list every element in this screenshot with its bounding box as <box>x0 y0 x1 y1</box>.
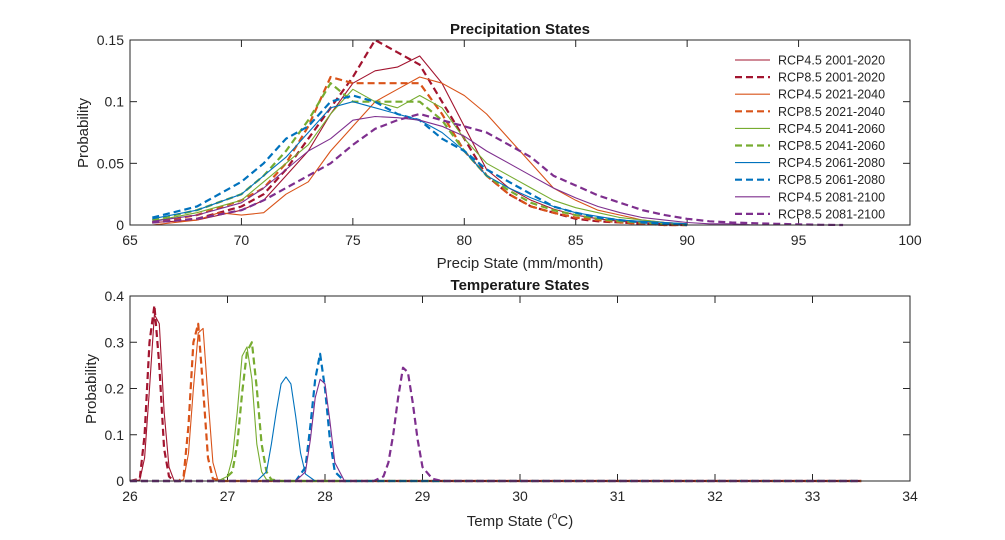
x-tick-label: 90 <box>679 232 695 248</box>
legend-label: RCP8.5 2061-2080 <box>778 173 885 187</box>
chart-title: Precipitation States <box>450 21 590 38</box>
legend-label: RCP4.5 2021-2040 <box>778 88 885 102</box>
series-line-1 <box>129 304 862 483</box>
y-tick-label: 0 <box>116 473 124 489</box>
legend-label: RCP4.5 2081-2100 <box>778 190 885 204</box>
y-tick-label: 0.05 <box>97 155 124 171</box>
series-lines <box>129 304 862 483</box>
legend-label: RCP8.5 2081-2100 <box>778 207 885 221</box>
x-tick-label: 27 <box>220 488 236 504</box>
series-line-2 <box>152 76 688 226</box>
x-tick-label: 33 <box>805 488 821 504</box>
y-tick-label: 0 <box>116 217 124 233</box>
x-tick-label: 30 <box>512 488 528 504</box>
series-line-5 <box>130 341 862 483</box>
legend-label: RCP8.5 2021-2040 <box>778 105 885 119</box>
legend-label: RCP8.5 2001-2020 <box>778 71 885 85</box>
series-lines <box>152 38 844 227</box>
plot-area <box>130 296 910 481</box>
x-tick-label: 32 <box>707 488 723 504</box>
y-tick-label: 0.3 <box>105 334 125 350</box>
x-axis-label: Temp State (oC) <box>467 511 573 530</box>
y-tick-label: 0.15 <box>97 32 124 48</box>
legend-label: RCP4.5 2041-2060 <box>778 122 885 136</box>
series-line-8 <box>130 378 862 482</box>
x-tick-label: 34 <box>902 488 918 504</box>
series-line-1 <box>152 38 688 227</box>
x-tick-label: 70 <box>234 232 250 248</box>
legend-label: RCP4.5 2001-2020 <box>778 54 885 68</box>
series-line-6 <box>152 101 688 225</box>
x-axis-label-suffix: C) <box>557 513 573 530</box>
precipitation-chart: Precipitation States Precip State (mm/mo… <box>75 21 922 272</box>
series-line-7 <box>130 352 862 483</box>
x-tick-label: 65 <box>122 232 138 248</box>
legend: RCP4.5 2001-2020 RCP8.5 2001-2020 RCP4.5 2… <box>735 54 885 221</box>
series-line-9 <box>152 112 844 227</box>
y-tick-label: 0.2 <box>105 381 125 397</box>
legend-label: RCP8.5 2041-2060 <box>778 139 885 153</box>
axes-box <box>129 295 911 482</box>
axis-ticks: 65 70 75 80 85 90 95 100 0 0.05 0.1 0.15 <box>97 32 922 248</box>
axis-ticks: 26 27 28 29 30 31 32 33 34 0 0.1 0.2 0.3 0.4 <box>105 288 918 504</box>
x-tick-label: 100 <box>898 232 922 248</box>
axes-box <box>129 39 911 226</box>
series-line-4 <box>152 88 688 225</box>
x-tick-label: 95 <box>791 232 807 248</box>
x-axis-label: Precip State (mm/month) <box>437 255 604 272</box>
x-tick-label: 85 <box>568 232 584 248</box>
x-tick-label: 31 <box>610 488 626 504</box>
x-tick-label: 26 <box>122 488 138 504</box>
x-tick-label: 75 <box>345 232 361 248</box>
legend-label: RCP4.5 2061-2080 <box>778 156 885 170</box>
x-axis-label-superscript: o <box>552 511 558 522</box>
series-line-3 <box>152 75 688 227</box>
series-line-3 <box>130 322 862 483</box>
x-axis-label-main: Temp State ( <box>467 513 552 530</box>
y-tick-label: 0.1 <box>105 94 125 110</box>
y-tick-label: 0.1 <box>105 427 125 443</box>
x-tick-label: 80 <box>456 232 472 248</box>
series-line-9 <box>130 366 862 483</box>
x-tick-label: 28 <box>317 488 333 504</box>
y-axis-label: Probability <box>83 353 100 424</box>
y-tick-label: 0.4 <box>105 288 125 304</box>
x-tick-label: 29 <box>415 488 431 504</box>
y-axis-label: Probability <box>75 97 92 168</box>
chart-title: Temperature States <box>451 277 590 294</box>
series-line-6 <box>130 376 862 482</box>
series-line-8 <box>152 115 799 226</box>
series-line-5 <box>152 82 688 227</box>
series-line-7 <box>152 94 688 227</box>
temperature-chart: Temperature States Temp State (oC) Proba… <box>83 277 918 530</box>
